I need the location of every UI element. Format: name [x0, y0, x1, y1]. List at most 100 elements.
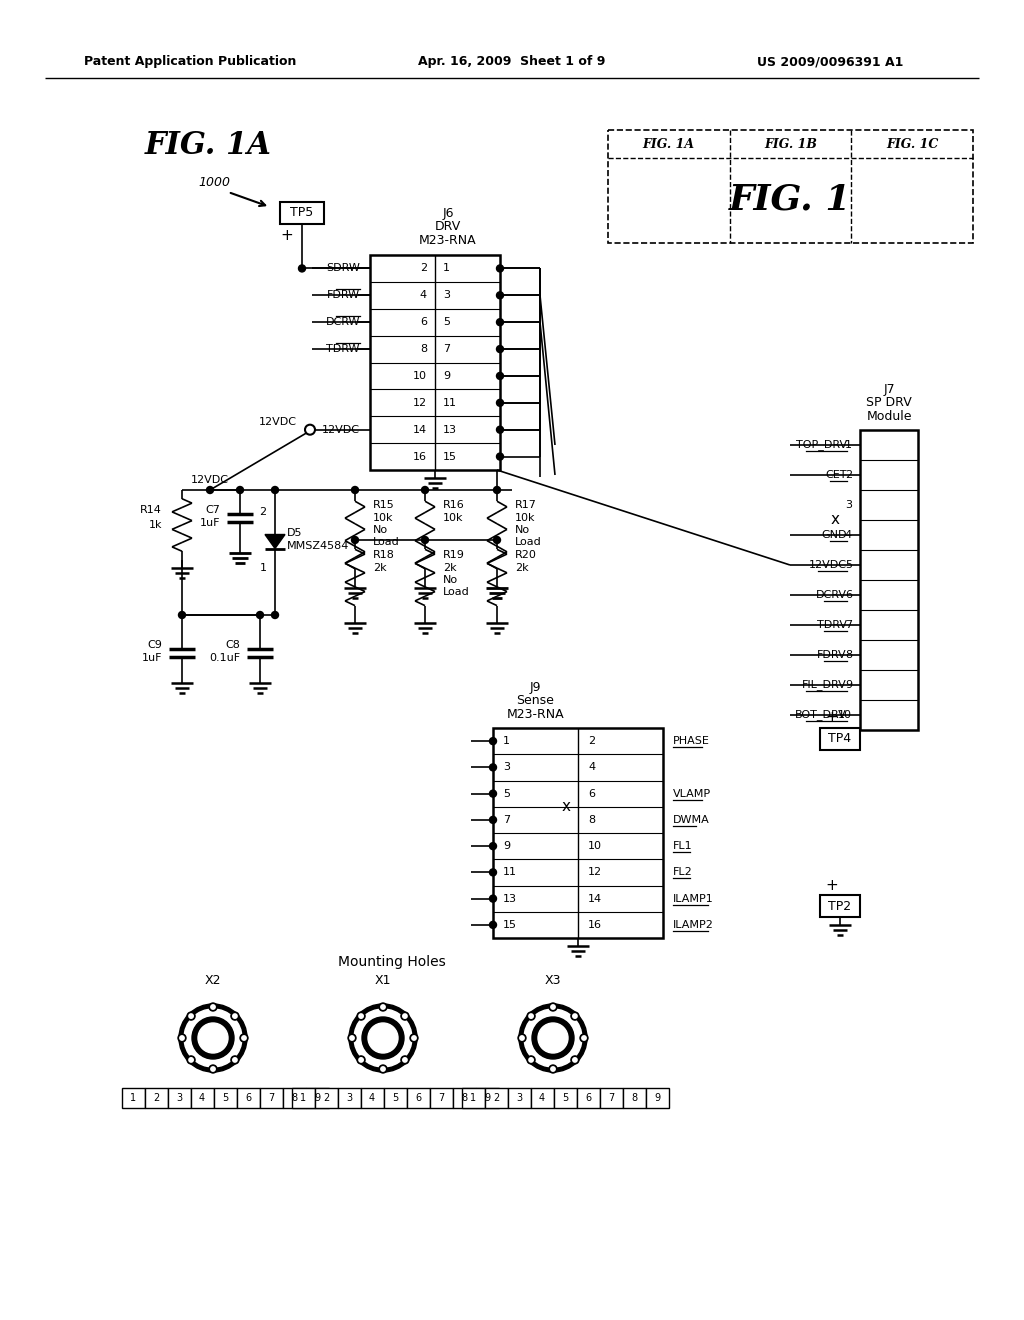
Text: 11: 11: [503, 867, 517, 878]
Circle shape: [520, 1036, 524, 1040]
Text: FIG. 1C: FIG. 1C: [886, 137, 938, 150]
Text: 12VDC: 12VDC: [191, 475, 229, 484]
Text: J6: J6: [442, 206, 454, 219]
Circle shape: [489, 895, 497, 902]
Text: FL2: FL2: [673, 867, 693, 878]
Circle shape: [350, 1036, 354, 1040]
Text: x: x: [561, 799, 570, 814]
Circle shape: [381, 1005, 385, 1010]
Circle shape: [357, 1012, 366, 1020]
Text: 9: 9: [484, 1093, 490, 1104]
Text: ILAMP1: ILAMP1: [673, 894, 714, 904]
Text: 2k: 2k: [443, 564, 457, 573]
Text: 9: 9: [845, 680, 852, 690]
Circle shape: [271, 487, 279, 494]
Bar: [260, 1088, 283, 1107]
Text: 7: 7: [268, 1093, 274, 1104]
Text: ILAMP2: ILAMP2: [673, 920, 714, 929]
Bar: [430, 1088, 453, 1107]
Circle shape: [193, 1016, 234, 1059]
Circle shape: [497, 400, 504, 407]
Bar: [820, 729, 860, 750]
Text: FIG. 1A: FIG. 1A: [145, 129, 272, 161]
Text: 7: 7: [443, 345, 451, 354]
Text: 6: 6: [585, 1093, 591, 1104]
Text: 4: 4: [369, 1093, 375, 1104]
Bar: [453, 1088, 476, 1107]
Text: BOT_DRV: BOT_DRV: [796, 710, 847, 721]
Text: R16: R16: [443, 500, 465, 510]
Text: 9: 9: [314, 1093, 321, 1104]
Text: PHASE: PHASE: [673, 737, 710, 746]
Circle shape: [211, 1067, 215, 1072]
Text: 1000: 1000: [198, 177, 230, 190]
Text: 1: 1: [259, 564, 266, 573]
Circle shape: [494, 487, 501, 494]
Bar: [554, 1088, 577, 1107]
Bar: [214, 1088, 237, 1107]
Text: 16: 16: [588, 920, 602, 929]
Bar: [280, 202, 324, 224]
Circle shape: [231, 1056, 239, 1064]
Text: 2: 2: [259, 507, 266, 517]
Circle shape: [497, 346, 504, 352]
Text: MMSZ4584: MMSZ4584: [287, 541, 349, 550]
Text: R19: R19: [443, 550, 465, 560]
Circle shape: [489, 869, 497, 876]
Text: 6: 6: [588, 788, 595, 799]
Circle shape: [381, 1067, 385, 1072]
Circle shape: [379, 1003, 387, 1011]
Text: 2k: 2k: [373, 564, 387, 573]
Bar: [361, 1088, 384, 1107]
Bar: [493, 729, 663, 939]
Circle shape: [231, 1012, 239, 1020]
Text: 6: 6: [245, 1093, 251, 1104]
Circle shape: [494, 536, 501, 544]
Circle shape: [401, 1056, 409, 1064]
Circle shape: [232, 1057, 238, 1063]
Circle shape: [357, 1056, 366, 1064]
Text: No: No: [515, 525, 530, 535]
Circle shape: [402, 1014, 408, 1018]
Text: 4: 4: [199, 1093, 205, 1104]
Text: 16: 16: [413, 451, 427, 462]
Bar: [485, 1088, 508, 1107]
Circle shape: [489, 921, 497, 928]
Text: 1uF: 1uF: [200, 517, 220, 528]
Text: 14: 14: [413, 425, 427, 434]
Circle shape: [351, 487, 358, 494]
Bar: [600, 1088, 623, 1107]
Text: C8: C8: [225, 640, 240, 649]
Circle shape: [497, 292, 504, 298]
Text: 10: 10: [588, 841, 602, 851]
Text: 2: 2: [493, 1093, 499, 1104]
Text: Load: Load: [443, 587, 470, 597]
Circle shape: [351, 536, 358, 544]
Bar: [315, 1088, 338, 1107]
Circle shape: [180, 1036, 184, 1040]
Circle shape: [489, 764, 497, 771]
Text: 1uF: 1uF: [141, 653, 162, 663]
Circle shape: [489, 791, 497, 797]
Circle shape: [240, 1034, 248, 1041]
Circle shape: [572, 1014, 578, 1018]
Circle shape: [528, 1057, 534, 1063]
Text: 12: 12: [588, 867, 602, 878]
Bar: [577, 1088, 600, 1107]
Text: 1: 1: [845, 440, 852, 450]
Text: 3: 3: [176, 1093, 182, 1104]
Text: Module: Module: [866, 411, 911, 424]
Text: +: +: [825, 878, 839, 892]
Text: SP DRV: SP DRV: [866, 396, 912, 409]
Circle shape: [571, 1012, 579, 1020]
Circle shape: [412, 1036, 416, 1040]
Text: 11: 11: [443, 397, 457, 408]
Text: 9: 9: [654, 1093, 660, 1104]
Text: DCRW: DCRW: [326, 317, 360, 327]
Bar: [476, 1088, 499, 1107]
Bar: [168, 1088, 191, 1107]
Circle shape: [497, 318, 504, 326]
Bar: [860, 430, 918, 730]
Text: 3: 3: [443, 290, 450, 301]
Text: 4: 4: [845, 531, 852, 540]
